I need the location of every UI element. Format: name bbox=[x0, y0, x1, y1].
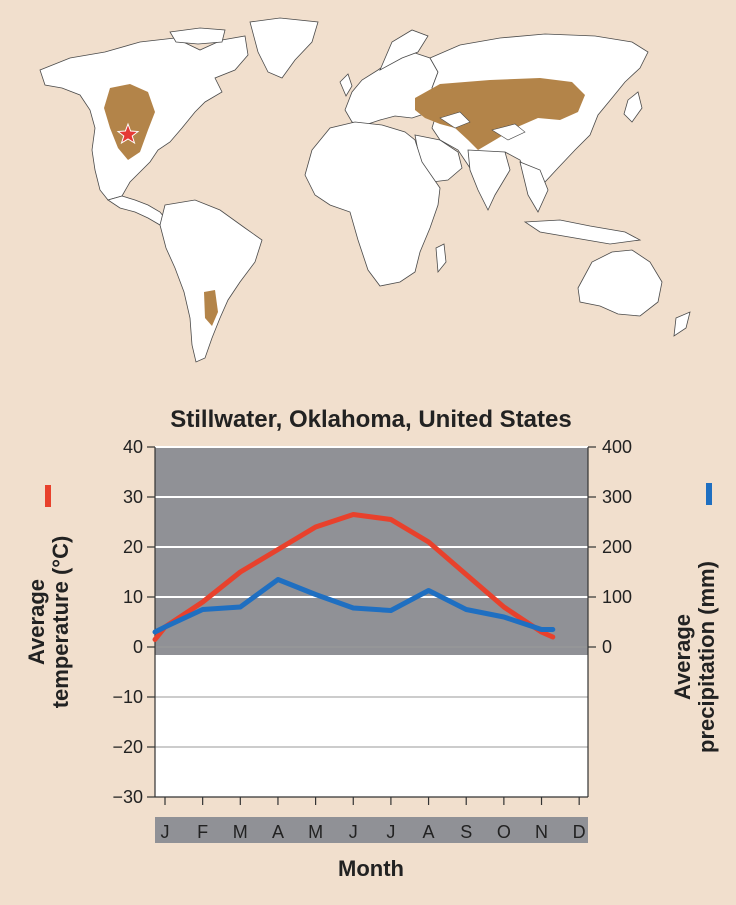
month-label: M bbox=[233, 822, 248, 842]
precipitation-series-line bbox=[152, 577, 556, 635]
gridlines bbox=[155, 446, 588, 748]
star-icon bbox=[116, 122, 140, 145]
right-tick-label: 200 bbox=[602, 537, 632, 557]
island-greenland bbox=[249, 17, 319, 79]
right-axis-label-line1: Average bbox=[670, 614, 695, 700]
left-axis-label-group: Average temperature (°C) bbox=[24, 536, 73, 709]
left-axis-label-line1: Average bbox=[24, 579, 49, 665]
island-arctic bbox=[169, 27, 226, 45]
temperate-grassland-regions bbox=[104, 78, 585, 326]
left-tick-label: 40 bbox=[123, 437, 143, 457]
island-new-zealand bbox=[673, 311, 691, 337]
month-label: D bbox=[573, 822, 586, 842]
chart-title: Stillwater, Oklahoma, United States bbox=[170, 406, 571, 433]
plot-area-light bbox=[155, 655, 588, 797]
left-tick-label: −10 bbox=[112, 687, 143, 707]
month-label: S bbox=[460, 822, 472, 842]
temperature-legend-swatch bbox=[45, 485, 51, 507]
left-axis-label-line2: temperature (°C) bbox=[48, 536, 73, 709]
left-tick-label: 20 bbox=[123, 537, 143, 557]
eurasia-gaps bbox=[439, 111, 526, 141]
left-tick-label: 30 bbox=[123, 487, 143, 507]
continent-central-america bbox=[107, 195, 169, 226]
month-label: J bbox=[386, 822, 395, 842]
left-tick-label: −20 bbox=[112, 737, 143, 757]
island-britain bbox=[339, 73, 353, 97]
left-tick-label: 10 bbox=[123, 587, 143, 607]
month-label: O bbox=[497, 822, 511, 842]
islands-indonesia bbox=[523, 219, 642, 245]
continent-australia bbox=[577, 249, 663, 317]
right-tick-label: 400 bbox=[602, 437, 632, 457]
right-tick-label: 100 bbox=[602, 587, 632, 607]
right-axis-label-group: Average precipitation (mm) bbox=[670, 561, 719, 753]
series-lines bbox=[152, 512, 556, 642]
climate-chart: Stillwater, Oklahoma, United States 40 30… bbox=[0, 395, 736, 900]
left-axis-ticks: 40 30 20 10 0 −10 −20 −30 bbox=[112, 437, 155, 807]
world-map-svg bbox=[39, 17, 691, 363]
month-label: A bbox=[272, 822, 284, 842]
peninsula-scandinavia bbox=[379, 29, 429, 71]
right-axis-label-line2: precipitation (mm) bbox=[694, 561, 719, 753]
precipitation-legend-swatch bbox=[706, 483, 712, 505]
continent-south-america bbox=[159, 199, 263, 363]
x-axis-label: Month bbox=[338, 856, 404, 881]
month-band bbox=[155, 817, 588, 843]
grassland-eurasia bbox=[415, 78, 585, 150]
left-tick-label: 0 bbox=[133, 637, 143, 657]
gap-region-1 bbox=[439, 111, 471, 129]
island-japan bbox=[623, 91, 643, 123]
month-label: F bbox=[197, 822, 208, 842]
month-label: J bbox=[161, 822, 170, 842]
continents bbox=[39, 17, 691, 363]
peninsula-india bbox=[467, 149, 511, 211]
climate-chart-svg: Stillwater, Oklahoma, United States 40 30… bbox=[24, 406, 719, 881]
grassland-south-america bbox=[204, 290, 218, 326]
right-tick-label: 0 bbox=[602, 637, 612, 657]
temperature-series-line bbox=[152, 512, 556, 642]
continent-africa bbox=[304, 121, 441, 287]
island-madagascar bbox=[435, 243, 447, 274]
right-axis-ticks: 400 300 200 100 0 bbox=[588, 437, 632, 657]
month-label: A bbox=[423, 822, 435, 842]
month-label: J bbox=[349, 822, 358, 842]
x-axis-ticks bbox=[164, 797, 580, 805]
world-map bbox=[0, 0, 736, 375]
month-label: N bbox=[535, 822, 548, 842]
gap-region-2 bbox=[491, 123, 526, 141]
left-tick-label: −30 bbox=[112, 787, 143, 807]
month-label: M bbox=[308, 822, 323, 842]
peninsula-southeast-asia bbox=[519, 161, 549, 213]
grassland-north-america bbox=[104, 84, 155, 160]
right-tick-label: 300 bbox=[602, 487, 632, 507]
